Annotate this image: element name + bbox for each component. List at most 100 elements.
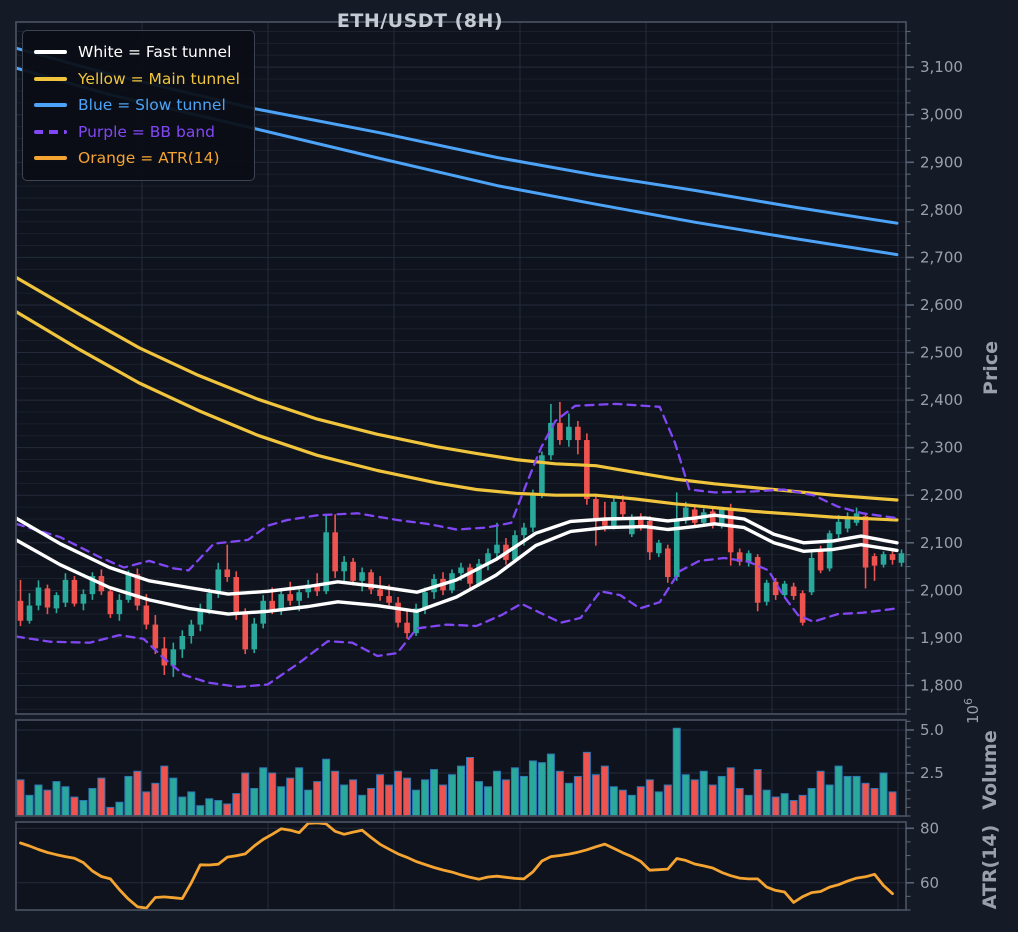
candle-body (62, 579, 69, 603)
volume-bar (591, 774, 600, 816)
volume-tick-label: 2.5 (920, 764, 944, 782)
candle-body (125, 574, 132, 600)
volume-bar (528, 760, 537, 816)
price-tick-label: 2,900 (920, 153, 963, 171)
volume-bar (385, 784, 394, 816)
volume-bar (115, 801, 124, 816)
candle-body (557, 422, 563, 441)
volume-bar (573, 775, 582, 816)
volume-bar (807, 787, 816, 816)
atr-panel-bg (16, 822, 906, 910)
candle-body (548, 422, 554, 456)
candle-body (898, 553, 905, 563)
volume-bar (474, 781, 483, 816)
volume-exponent-base: 10 (964, 704, 982, 725)
volume-bar (394, 770, 403, 816)
candle-body (71, 579, 78, 604)
legend-item: Yellow = Main tunnel (34, 66, 240, 93)
volume-bar (457, 765, 465, 816)
legend: White = Fast tunnel Yellow = Main tunnel B… (22, 30, 255, 181)
candle-body (673, 519, 680, 578)
candle-body (799, 593, 806, 623)
volume-bar (232, 793, 241, 816)
volume-bar (888, 791, 897, 816)
volume-bar (735, 787, 744, 816)
legend-line-swatch (34, 129, 67, 134)
candle-body (413, 608, 419, 634)
volume-bar (205, 798, 214, 816)
candle-body (80, 594, 87, 604)
price-tick-label: 2,100 (920, 534, 963, 552)
candle-body (709, 511, 716, 526)
volume-bar (88, 787, 97, 816)
candle-body (835, 521, 842, 535)
candle-body (655, 542, 662, 554)
candle-body (476, 563, 482, 584)
volume-bar (699, 770, 708, 816)
legend-line-swatch (34, 103, 67, 108)
volume-bar (645, 779, 654, 816)
volume-bar (97, 777, 106, 816)
atr-spine (15, 821, 907, 911)
candle-body (602, 519, 608, 526)
volume-bar (519, 775, 528, 816)
candle-body (44, 588, 51, 608)
bb_upper-line (16, 402, 899, 572)
volume-bar (744, 794, 753, 816)
candle-body (197, 609, 204, 625)
legend-label: Purple = BB band (78, 122, 215, 141)
candle-body (188, 624, 195, 637)
volume-bar (879, 772, 888, 816)
volume-bar (286, 777, 295, 816)
volume-bar (636, 786, 645, 816)
bb_lower-line (16, 556, 899, 689)
volume-bar (79, 800, 88, 816)
candle-body (170, 649, 177, 666)
candle-body (575, 426, 581, 441)
candle-body (269, 600, 276, 610)
volume-bar (250, 787, 259, 816)
candle-body (781, 583, 788, 596)
volume-bar (34, 784, 43, 816)
atr-axis-label: ATR(14) (979, 824, 1001, 910)
volume-axis-label: Volume (979, 730, 1001, 810)
volume-bar (295, 767, 304, 816)
volume-bar (618, 789, 627, 816)
candle-body (404, 622, 410, 634)
main_tunnel_upper-line (16, 275, 899, 502)
candle-body (287, 594, 293, 601)
candle-body (646, 520, 653, 553)
legend-item: Orange = ATR(14) (34, 145, 240, 172)
legend-label: Blue = Slow tunnel (78, 96, 226, 115)
volume-bar (582, 751, 591, 816)
price-tick-label: 2,400 (920, 391, 963, 409)
candle-body (530, 493, 536, 528)
price-tick-label: 2,500 (920, 344, 963, 362)
candle-body (152, 624, 159, 649)
candle-body (35, 587, 42, 606)
candle-body (620, 501, 626, 515)
volume-bar (537, 762, 546, 816)
candle-body (745, 553, 752, 562)
main-spine (15, 21, 907, 715)
legend-item: White = Fast tunnel (34, 39, 240, 66)
candle-body (395, 602, 401, 623)
volume-bar (241, 772, 250, 816)
volume-bar (654, 791, 663, 816)
atr-line (19, 822, 894, 910)
price-tick-label: 2,700 (920, 248, 963, 266)
volume-bar (843, 775, 852, 816)
volume-bar (187, 791, 196, 816)
volume-bar (448, 774, 457, 816)
volume-bar (816, 770, 825, 816)
legend-label: Yellow = Main tunnel (78, 69, 240, 88)
candle-body (224, 569, 231, 578)
volume-bar (259, 767, 268, 816)
volume-bar (681, 774, 690, 816)
candle-body (215, 569, 222, 594)
price-axis-label: Price (980, 341, 1002, 395)
atr-layer (19, 822, 894, 910)
candle-body (314, 584, 320, 592)
volume-bar (717, 775, 726, 816)
volume-bar (627, 794, 636, 816)
